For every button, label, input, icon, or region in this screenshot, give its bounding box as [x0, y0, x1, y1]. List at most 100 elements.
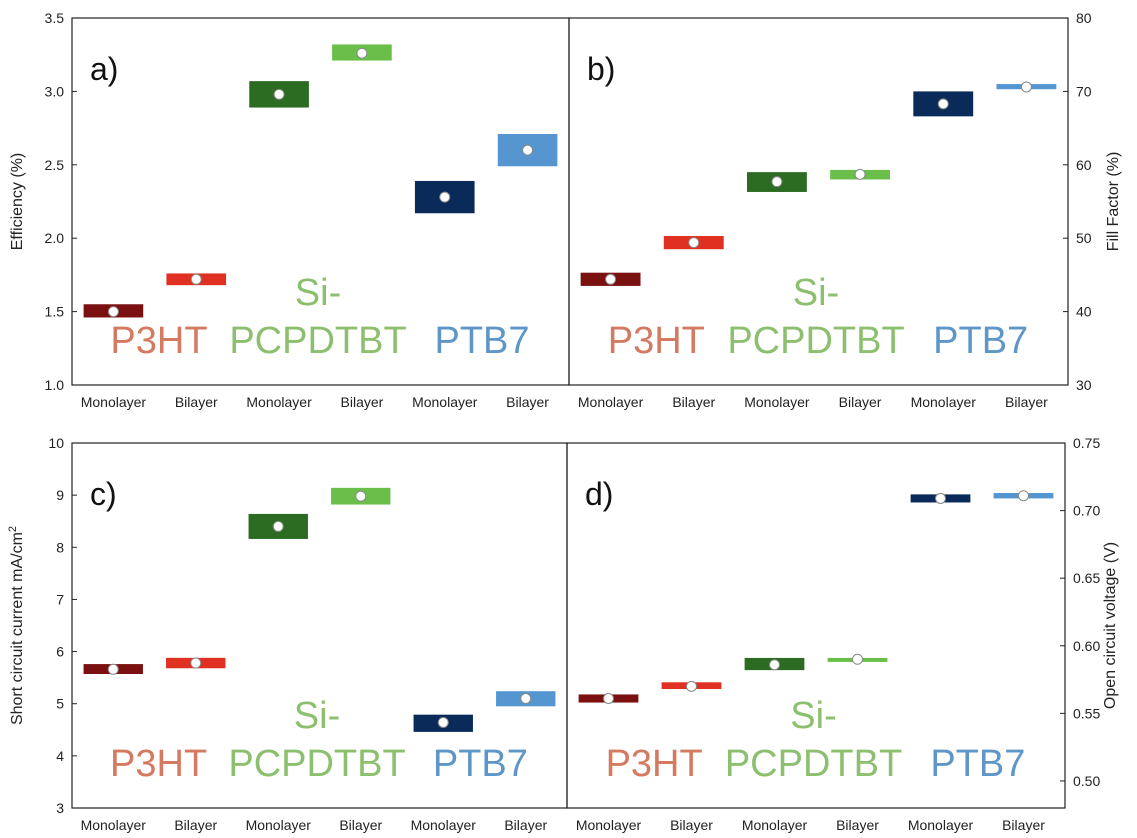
y-axis-label: Fill Factor (%) [1105, 152, 1122, 252]
mean-marker [520, 693, 532, 704]
panel-label: c) [90, 476, 117, 512]
x-tick-label: Bilayer [672, 394, 715, 410]
x-tick-label: Monolayer [412, 394, 478, 410]
y-tick-label: 0.50 [1073, 773, 1100, 789]
y-axis-label: Open circuit voltage (V) [1102, 542, 1119, 709]
y-tick-label: 10 [48, 435, 64, 451]
x-tick-label: Monolayer [578, 394, 644, 410]
y-tick-label: 50 [1076, 230, 1092, 246]
group-label: P3HT [110, 320, 207, 362]
mean-marker [190, 273, 202, 285]
group-label: Si- [294, 695, 340, 737]
x-tick-label: Bilayer [836, 817, 879, 833]
mean-marker [603, 693, 614, 704]
group-label: Si- [790, 695, 836, 737]
chart-panel: 3 4 5 6 7 8 9 10 Short circuit current mA/cm2 Mon… [7, 435, 568, 833]
mean-marker [1018, 490, 1029, 502]
y-tick-label: 3.5 [45, 10, 65, 26]
y-axis-label: Short circuit current mA/cm2 [7, 526, 26, 725]
group-label: P3HT [110, 743, 207, 785]
mean-marker [356, 47, 368, 59]
y-tick-label: 2.0 [45, 230, 65, 246]
mean-marker [935, 492, 946, 504]
x-tick-label: Monolayer [411, 817, 477, 833]
y-tick-label: 9 [56, 487, 64, 503]
group-label: PCPDTBT [229, 320, 406, 362]
x-tick-label: Bilayer [1005, 394, 1048, 410]
chart-panel: 30 40 50 60 70 80 Fill Factor (%) Monolayer Bila… [568, 10, 1122, 410]
x-tick-label: Monolayer [576, 817, 642, 833]
x-tick-label: Monolayer [742, 817, 808, 833]
plot-frame [568, 17, 1069, 386]
mean-marker [355, 490, 367, 502]
y-tick-label: 3 [56, 800, 64, 816]
mean-marker [686, 680, 697, 692]
x-tick-label: Monolayer [911, 394, 977, 410]
plot-frame [566, 442, 1066, 809]
mean-marker [437, 716, 449, 728]
group-label: Si- [793, 272, 839, 314]
x-tick-label: Bilayer [504, 817, 547, 833]
chart-panel: 1.0 1.5 2.0 2.5 3.0 3.5 Efficiency (%) Monolaye… [9, 10, 570, 410]
mean-marker [272, 520, 284, 532]
x-tick-label: Monolayer [744, 394, 810, 410]
y-tick-label: 70 [1076, 83, 1092, 99]
group-label: P3HT [608, 320, 705, 362]
mean-marker [688, 237, 700, 249]
panel-label: b) [587, 51, 615, 87]
y-tick-label: 7 [56, 591, 64, 607]
y-tick-label: 1.0 [45, 377, 65, 393]
mean-marker [771, 176, 783, 188]
x-tick-label: Monolayer [81, 394, 147, 410]
y-axis-label-superscript: 2 [7, 526, 19, 532]
chart-panel: 0.50 0.55 0.60 0.65 0.70 0.75 Open circuit vol… [566, 435, 1119, 833]
group-label: PTB7 [930, 743, 1025, 785]
group-label: PCPDTBT [228, 743, 405, 785]
y-tick-label: 0.70 [1073, 503, 1100, 519]
panel-label: d) [585, 476, 613, 512]
x-tick-label: Bilayer [670, 817, 713, 833]
x-tick-label: Bilayer [339, 817, 382, 833]
mean-marker [439, 191, 451, 203]
x-tick-label: Monolayer [81, 817, 147, 833]
mean-marker [273, 88, 285, 100]
group-label: P3HT [606, 743, 703, 785]
group-label: PCPDTBT [727, 320, 904, 362]
y-tick-label: 2.5 [45, 157, 65, 173]
group-label: PCPDTBT [725, 743, 902, 785]
y-tick-label: 30 [1076, 377, 1092, 393]
mean-marker [605, 273, 617, 285]
mean-marker [852, 653, 863, 665]
group-label: PTB7 [435, 320, 530, 362]
mean-marker [769, 659, 780, 671]
x-tick-label: Bilayer [174, 817, 217, 833]
mean-marker [107, 663, 119, 675]
mean-marker [107, 306, 119, 318]
y-tick-label: 40 [1076, 304, 1092, 320]
y-tick-label: 8 [56, 539, 64, 555]
x-tick-label: Monolayer [908, 817, 974, 833]
x-tick-label: Bilayer [175, 394, 218, 410]
y-tick-label: 0.75 [1073, 435, 1100, 451]
x-tick-label: Monolayer [246, 817, 312, 833]
mean-marker [854, 168, 866, 180]
mean-marker [1020, 81, 1032, 93]
y-axis-label: Efficiency (%) [9, 153, 26, 251]
mean-marker [522, 144, 534, 156]
mean-marker [937, 98, 949, 110]
y-tick-label: 6 [56, 644, 64, 660]
y-tick-label: 80 [1076, 10, 1092, 26]
y-tick-label: 0.55 [1073, 705, 1100, 721]
x-tick-label: Monolayer [246, 394, 312, 410]
group-label: PTB7 [433, 743, 528, 785]
x-tick-label: Bilayer [341, 394, 384, 410]
y-tick-label: 0.60 [1073, 638, 1100, 654]
panel-label: a) [90, 51, 118, 87]
y-tick-label: 0.65 [1073, 570, 1100, 586]
group-label: Si- [295, 272, 341, 314]
y-tick-label: 4 [56, 748, 64, 764]
y-tick-label: 5 [56, 696, 64, 712]
x-tick-label: Bilayer [839, 394, 882, 410]
y-tick-label: 3.0 [45, 83, 65, 99]
x-tick-label: Bilayer [1002, 817, 1045, 833]
